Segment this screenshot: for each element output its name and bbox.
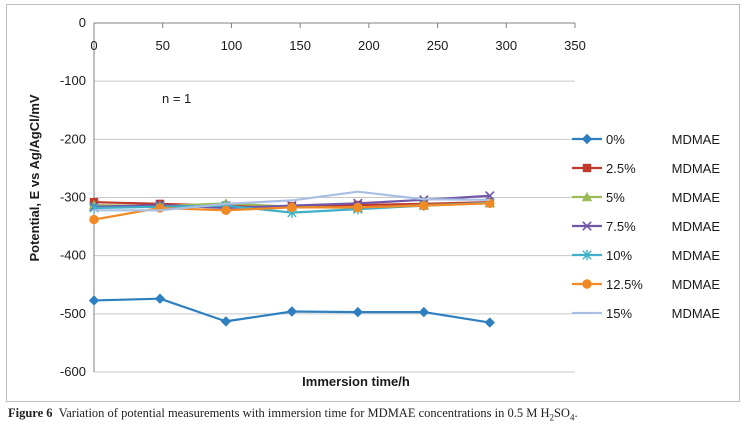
data-point xyxy=(221,205,231,215)
data-point xyxy=(485,190,495,201)
data-point xyxy=(484,317,495,328)
legend-item: 7.5% MDMAE xyxy=(572,219,720,234)
legend-item: 0% MDMAE xyxy=(572,132,720,147)
data-point xyxy=(220,316,232,327)
marker-stroke xyxy=(582,221,592,231)
x-axis-title: Immersion time/h xyxy=(302,374,410,389)
legend-swatch-marker xyxy=(582,249,592,261)
y-tick-label: -300 xyxy=(60,190,86,205)
data-point xyxy=(418,306,430,318)
data-point xyxy=(88,295,100,306)
data-point xyxy=(287,202,297,213)
series-layer xyxy=(88,190,495,328)
legend-suffix: MDMAE xyxy=(672,277,721,292)
series-12_5pct xyxy=(89,198,495,225)
legend-label: 12.5% xyxy=(606,277,643,292)
legend-swatch-marker xyxy=(582,163,592,173)
grid-layer xyxy=(94,22,575,373)
data-point xyxy=(286,306,298,317)
sample-count-annotation: n = 1 xyxy=(162,91,191,106)
x-tick-label: 300 xyxy=(495,38,517,53)
figure-label: Figure 6 xyxy=(8,406,53,420)
caption-text: Variation of potential measurements with… xyxy=(58,406,550,420)
data-point xyxy=(89,214,99,225)
caption-subscript-2: 4 xyxy=(569,412,575,423)
x-tick-label: 0 xyxy=(90,38,97,53)
series-0pct xyxy=(88,293,495,328)
x-tick-label: 250 xyxy=(427,38,449,53)
y-tick-label: -200 xyxy=(60,131,86,146)
legend-swatch-marker xyxy=(581,191,593,202)
legend-swatch-marker xyxy=(582,279,592,289)
x-tick-label: 50 xyxy=(155,38,169,53)
y-tick-label: -500 xyxy=(60,306,86,321)
legend-label: 2.5% xyxy=(606,161,636,176)
series-line xyxy=(94,190,490,212)
legend-suffix: MDMAE xyxy=(672,132,721,147)
legend-suffix: MDMAE xyxy=(672,190,721,205)
y-tick-label: -600 xyxy=(60,364,86,379)
legend-layer: 0% MDMAE 2.5% MDMAE 5% MDMAE 7.5% MDMAE 10% MDMAE… xyxy=(572,132,720,321)
y-axis-title: Potential, E vs Ag/AgCl/mV xyxy=(27,94,42,261)
y-tick-label: -100 xyxy=(60,73,86,88)
data-point xyxy=(353,202,363,213)
legend-swatch-marker xyxy=(582,221,592,231)
x-tick-label: 200 xyxy=(358,38,380,53)
y-tick-label: -400 xyxy=(60,248,86,263)
axis-layer: 0 -100 -200 -300 -400 -500 -600 0 50 100 150 200 250… xyxy=(60,15,586,379)
caption-end: . xyxy=(574,406,578,420)
data-point xyxy=(352,306,364,318)
y-tick-label: 0 xyxy=(79,15,86,30)
legend-item: 15% MDMAE xyxy=(572,306,720,321)
legend-label: 5% xyxy=(606,190,625,205)
legend-label: 0% xyxy=(606,132,625,147)
figure-caption: Figure 6 Variation of potential measurem… xyxy=(8,406,738,423)
legend-label: 10% xyxy=(606,248,632,263)
legend-item: 2.5% MDMAE xyxy=(572,161,720,176)
legend-suffix: MDMAE xyxy=(672,161,721,176)
caption-formula-mid: SO xyxy=(553,406,570,420)
legend-suffix: MDMAE xyxy=(672,248,721,263)
marker-stroke xyxy=(485,190,495,201)
legend-label: 7.5% xyxy=(606,219,636,234)
series-15pct xyxy=(94,190,490,212)
legend-label: 15% xyxy=(606,306,632,321)
data-point xyxy=(154,293,166,304)
legend-suffix: MDMAE xyxy=(672,219,721,234)
data-point xyxy=(419,200,429,211)
legend-item: 12.5% MDMAE xyxy=(572,277,720,292)
x-tick-label: 150 xyxy=(289,38,311,53)
legend-item: 10% MDMAE xyxy=(572,248,720,263)
x-tick-label: 100 xyxy=(221,38,243,53)
data-point xyxy=(485,198,495,209)
x-tick-label: 350 xyxy=(564,38,586,53)
legend-item: 5% MDMAE xyxy=(572,190,720,205)
legend-swatch-marker xyxy=(581,133,593,145)
caption-subscript-1: 2 xyxy=(549,412,554,423)
legend-suffix: MDMAE xyxy=(672,306,721,321)
